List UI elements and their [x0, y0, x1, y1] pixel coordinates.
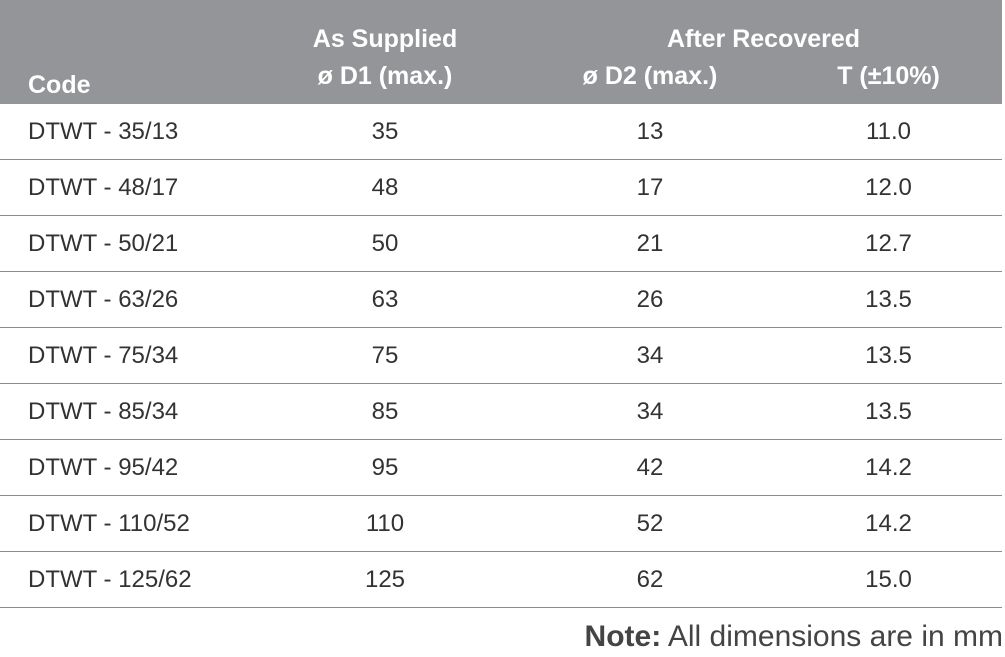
d2-cell: 17 — [525, 159, 775, 216]
d2-cell: 62 — [525, 551, 775, 608]
t-cell: 15.0 — [775, 551, 1003, 608]
code-cell: DTWT - 125/62 — [0, 551, 245, 608]
t-cell: 12.0 — [775, 159, 1003, 216]
t-cell: 13.5 — [775, 383, 1003, 440]
d1-cell: 85 — [245, 383, 525, 440]
d1-cell: 63 — [245, 271, 525, 328]
t-column-header: T (±10%) — [775, 58, 1003, 104]
d1-cell: 35 — [245, 104, 525, 160]
d2-cell: 34 — [525, 383, 775, 440]
note-label: Note: — [584, 620, 662, 653]
d2-cell: 21 — [525, 215, 775, 272]
table-row: DTWT - 110/52 110 52 14.2 — [0, 495, 1003, 552]
d2-cell: 52 — [525, 495, 775, 552]
table-row: DTWT - 125/62 125 62 15.0 — [0, 551, 1003, 608]
t-cell: 12.7 — [775, 215, 1003, 272]
d2-cell: 42 — [525, 439, 775, 496]
d1-column-header: ø D1 (max.) — [245, 58, 525, 104]
d2-cell: 13 — [525, 104, 775, 160]
t-cell: 14.2 — [775, 495, 1003, 552]
d1-cell: 110 — [245, 495, 525, 552]
d2-column-header: ø D2 (max.) — [525, 58, 775, 104]
table-row: DTWT - 95/42 95 42 14.2 — [0, 439, 1003, 496]
code-cell: DTWT - 48/17 — [0, 159, 245, 216]
table-body: DTWT - 35/13 35 13 11.0 DTWT - 48/17 48 … — [0, 104, 1003, 608]
table-row: DTWT - 50/21 50 21 12.7 — [0, 215, 1003, 272]
as-supplied-header: As Supplied — [245, 0, 525, 58]
d1-cell: 48 — [245, 159, 525, 216]
t-cell: 11.0 — [775, 104, 1003, 160]
table-row: DTWT - 35/13 35 13 11.0 — [0, 104, 1003, 160]
note-text: All dimensions are in mm — [661, 620, 1003, 653]
d1-cell: 95 — [245, 439, 525, 496]
d2-cell: 26 — [525, 271, 775, 328]
code-cell: DTWT - 75/34 — [0, 327, 245, 384]
d1-cell: 125 — [245, 551, 525, 608]
code-cell: DTWT - 110/52 — [0, 495, 245, 552]
after-recovered-header: After Recovered — [525, 0, 1003, 58]
d1-cell: 50 — [245, 215, 525, 272]
code-cell: DTWT - 50/21 — [0, 215, 245, 272]
code-cell: DTWT - 35/13 — [0, 104, 245, 160]
table-row: DTWT - 48/17 48 17 12.0 — [0, 159, 1003, 216]
code-cell: DTWT - 95/42 — [0, 439, 245, 496]
d1-cell: 75 — [245, 327, 525, 384]
table-row: DTWT - 85/34 85 34 13.5 — [0, 383, 1003, 440]
table-row: DTWT - 63/26 63 26 13.5 — [0, 271, 1003, 328]
code-column-header: Code — [0, 0, 245, 104]
d2-cell: 34 — [525, 327, 775, 384]
code-cell: DTWT - 63/26 — [0, 271, 245, 328]
table-header: Code As Supplied After Recovered ø D1 (m… — [0, 0, 1003, 104]
code-cell: DTWT - 85/34 — [0, 383, 245, 440]
table-row: DTWT - 75/34 75 34 13.5 — [0, 327, 1003, 384]
dimensions-table: Code As Supplied After Recovered ø D1 (m… — [0, 0, 1003, 608]
t-cell: 13.5 — [775, 327, 1003, 384]
t-cell: 14.2 — [775, 439, 1003, 496]
dimensions-note: Note: All dimensions are in mm — [585, 620, 1003, 654]
t-cell: 13.5 — [775, 271, 1003, 328]
